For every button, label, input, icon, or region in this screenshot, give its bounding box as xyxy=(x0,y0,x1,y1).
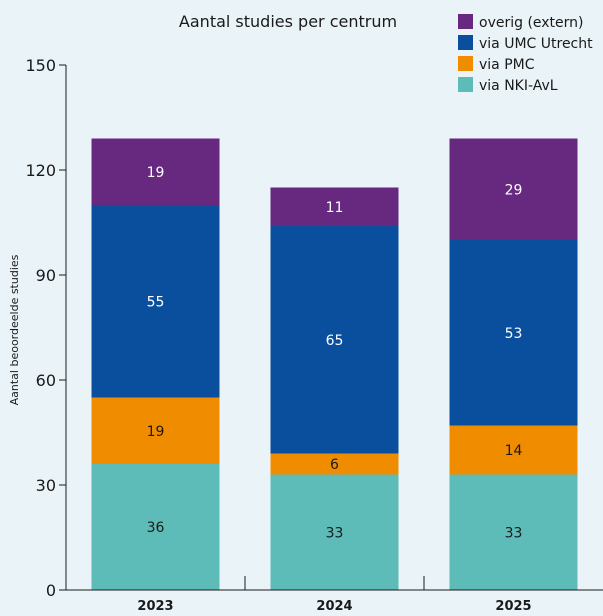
bar-segment xyxy=(449,474,578,590)
bar-segment xyxy=(270,453,399,475)
bar-segment xyxy=(91,205,220,398)
bar-segment xyxy=(449,138,578,240)
plot-area: 36 19 55 19 2023 33 6 65 11 2024 33 14 53 29 2025 0 30 60… xyxy=(25,56,603,614)
y-tick-label: 30 xyxy=(36,476,56,495)
legend-swatch xyxy=(458,77,473,92)
data-label: 29 xyxy=(505,182,523,198)
chart-title: Aantal studies per centrum xyxy=(179,12,397,31)
y-tick-label: 150 xyxy=(25,56,56,75)
legend-label: overig (extern) xyxy=(479,15,584,31)
data-label: 19 xyxy=(147,165,165,181)
bar-segment xyxy=(270,474,399,590)
data-label: 33 xyxy=(505,525,523,541)
data-label: 36 xyxy=(147,520,165,536)
data-label: 53 xyxy=(505,326,523,342)
legend-swatch xyxy=(458,56,473,71)
data-label: 6 xyxy=(330,457,339,473)
legend-swatch xyxy=(458,14,473,29)
y-tick-label: 0 xyxy=(46,581,56,600)
bar-segment xyxy=(270,187,399,226)
data-label: 11 xyxy=(326,200,344,216)
bar-segment xyxy=(91,397,220,464)
data-label: 55 xyxy=(147,294,165,310)
legend-label: via UMC Utrecht xyxy=(479,36,593,52)
bar-segment xyxy=(91,138,220,205)
legend-swatch xyxy=(458,35,473,50)
x-tick-label: 2025 xyxy=(495,599,531,614)
y-tick-label: 60 xyxy=(36,371,56,390)
bar-segment xyxy=(449,425,578,475)
bar-segment xyxy=(449,240,578,426)
data-label: 19 xyxy=(147,424,165,440)
data-label: 14 xyxy=(505,443,523,459)
bar-segment xyxy=(91,464,220,590)
y-tick-label: 90 xyxy=(36,266,56,285)
x-tick-label: 2024 xyxy=(316,599,352,614)
legend-label: via PMC xyxy=(479,57,535,73)
legend-label: via NKI-AvL xyxy=(479,78,558,94)
y-tick-label: 120 xyxy=(25,161,56,180)
data-label: 33 xyxy=(326,525,344,541)
y-axis-label: Aantal beoordeelde studies xyxy=(8,254,21,405)
legend: overig (extern) via UMC Utrecht via PMC via… xyxy=(458,14,593,94)
x-tick-label: 2023 xyxy=(137,599,173,614)
data-label: 65 xyxy=(326,333,344,349)
bar-segment xyxy=(270,226,399,454)
